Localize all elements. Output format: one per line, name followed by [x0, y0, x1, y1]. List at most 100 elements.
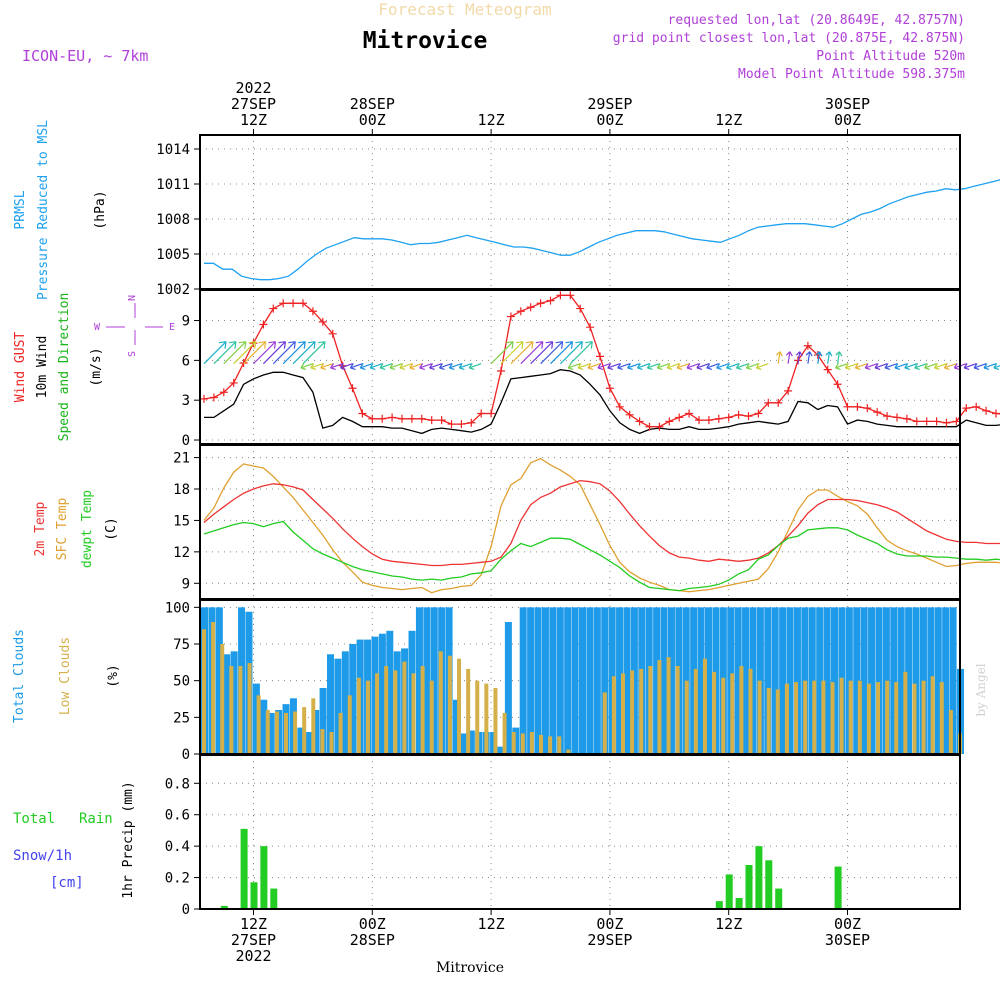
y-tick-label: 0 [182, 747, 190, 763]
y-tick-label: 6 [182, 353, 190, 369]
total-cloud-bar [779, 607, 787, 754]
total-cloud-bar [697, 607, 705, 754]
compass-w: W [94, 322, 101, 333]
total-cloud-bar [690, 607, 698, 754]
wind-barb-head [656, 363, 663, 371]
wind-barb [439, 363, 452, 369]
wind-barb [282, 341, 306, 365]
low-cloud-bar [712, 671, 717, 754]
wind-barb-head [565, 341, 574, 349]
top-time-label: 00Z [359, 111, 386, 129]
wind-barb-head [884, 363, 891, 371]
y-tick-label: 1002 [156, 282, 190, 298]
total-cloud-bar [616, 607, 624, 754]
wind-barb-head [597, 363, 604, 371]
low-cloud-bar [630, 670, 635, 754]
wind-barb-head [864, 363, 871, 371]
low-cloud-bar [948, 710, 953, 754]
low-cloud-bar [375, 673, 380, 754]
wind-barb-head [468, 363, 475, 371]
total-cloud-bar [845, 607, 853, 754]
y-tick-label: 25 [173, 710, 190, 726]
bottom-time-label: 00Z [834, 915, 861, 933]
wind-barb [884, 363, 898, 369]
gust-marker [328, 329, 337, 338]
wind-barb-head [785, 351, 793, 357]
wind-barb-head [835, 363, 841, 371]
gust-marker [209, 393, 218, 402]
compass-e: E [169, 322, 175, 333]
gust-marker [477, 409, 486, 418]
gust-marker [754, 409, 763, 418]
wind-barb [233, 341, 257, 365]
gust-marker [417, 414, 426, 423]
wind-barb [787, 351, 791, 364]
low-cloud-bar [839, 677, 844, 754]
total-cloud-bar [623, 607, 631, 754]
wind-barb [320, 363, 333, 369]
low-cloud-bar [894, 682, 899, 754]
bottom-time-label: 00Z [359, 915, 386, 933]
wind-barb [934, 363, 947, 369]
total-cloud-bar [527, 607, 535, 754]
wind-barb [865, 363, 878, 369]
model-label: ICON-EU, ~ 7km [22, 47, 148, 65]
panel-frame [199, 754, 961, 910]
wind-barb-head [607, 363, 614, 371]
low-cloud-bar [693, 668, 698, 754]
wind10-label: 10m Wind [35, 336, 50, 399]
wind-barb [568, 363, 581, 369]
low-cloud-bar [775, 689, 780, 754]
total-cloud-bar [942, 607, 950, 754]
low-cloud-bar [930, 676, 935, 754]
wind-barb [292, 341, 316, 365]
wind-barb-head [349, 363, 356, 371]
wind-barb [964, 363, 977, 369]
top-time-label: 12Z [715, 111, 742, 129]
gust-marker [427, 416, 436, 425]
total-cloud-bar [327, 654, 334, 754]
gust-marker [774, 398, 783, 407]
wind-barb-head [567, 363, 574, 371]
wind-barb [223, 341, 247, 365]
wind-barb [500, 341, 524, 365]
gust-marker [219, 388, 228, 397]
bottom-time-label: 12Z [240, 915, 267, 933]
wind-barb [577, 363, 591, 369]
wind-barb-head [248, 341, 257, 349]
rain-bar [250, 882, 258, 909]
wind-barb-head [310, 363, 317, 371]
low-cloud-bar [511, 732, 516, 754]
wind-barb [894, 363, 908, 369]
wind-barb-head [379, 363, 386, 371]
low-cloud-bar [921, 680, 926, 754]
y-tick-label: 3 [182, 393, 190, 409]
wind-barb-head [755, 363, 762, 371]
wind-barb-head [627, 363, 633, 371]
low-cloud-bar [311, 698, 316, 754]
t2m-label: 2m Temp [33, 501, 48, 556]
total-cloud-bar [549, 607, 557, 754]
wind-barb-head [646, 363, 653, 371]
wind-barb-head [238, 341, 247, 349]
total-cloud-bar [453, 699, 460, 754]
low-cloud-bar [620, 673, 625, 754]
low-clouds-label: Low Clouds [58, 637, 73, 715]
low-cloud-bar [384, 666, 389, 754]
low-cloud-bar [365, 680, 370, 754]
bottom-time-label: 28SEP [350, 931, 395, 949]
gust-marker [744, 412, 753, 421]
total-cloud-bar [497, 746, 505, 754]
compass-s: S [127, 351, 138, 357]
rain-bar [735, 898, 743, 909]
dewpt-label: dewpt Temp [80, 490, 95, 568]
total-cloud-bar [764, 607, 772, 754]
total-cloud-bar [823, 607, 831, 754]
wind-barb [607, 363, 620, 369]
wind-barb [302, 341, 326, 365]
total-cloud-bar [875, 607, 883, 754]
low-cloud-bar [247, 663, 252, 754]
panel-frame [199, 134, 961, 290]
snow-label: Snow/1h [13, 848, 72, 864]
total-cloud-bar [467, 730, 475, 754]
